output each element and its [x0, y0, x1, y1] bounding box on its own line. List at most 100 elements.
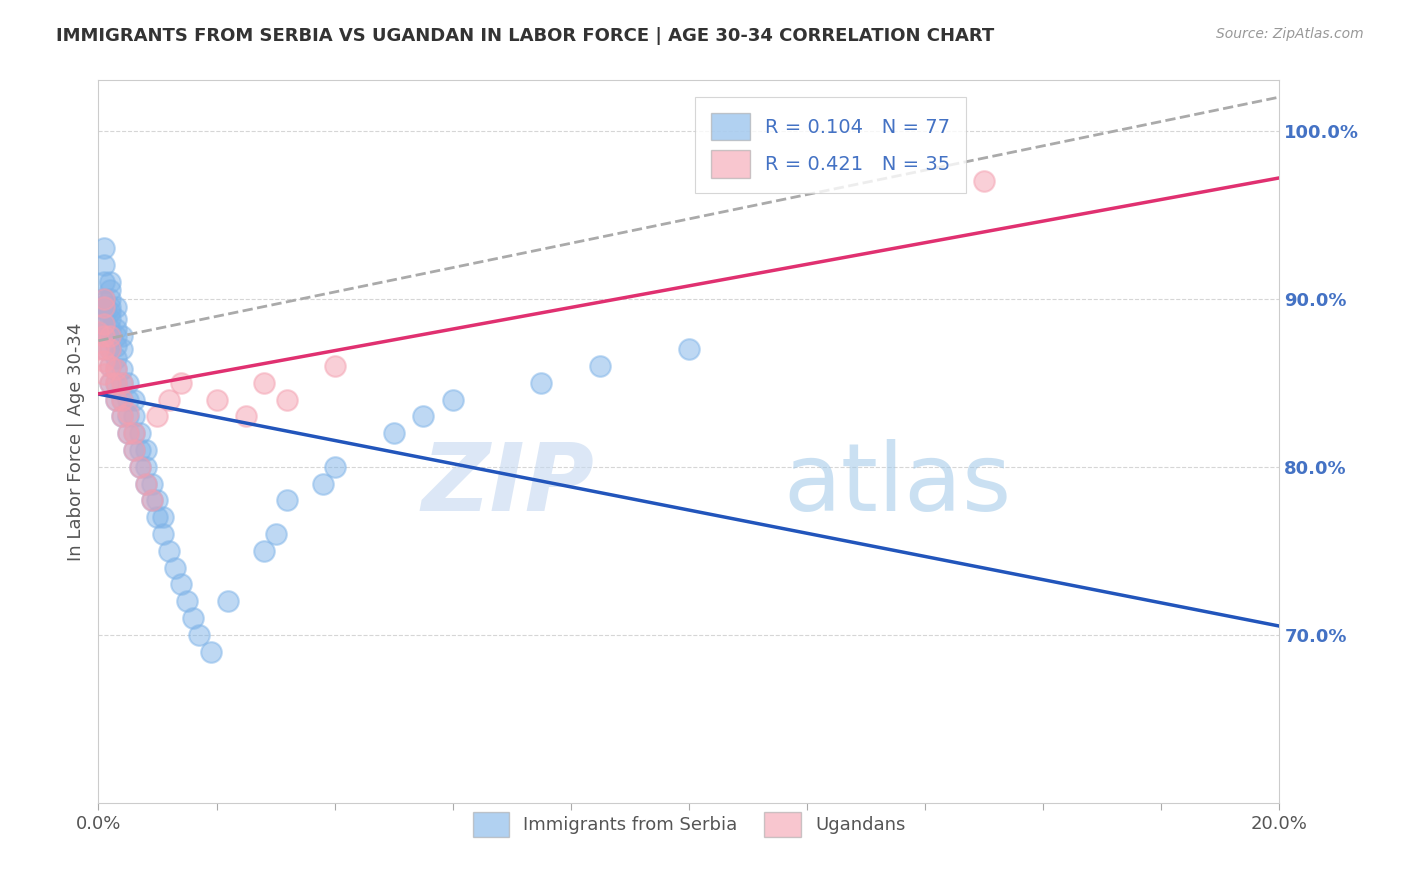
Point — [276, 392, 298, 407]
Point — [105, 376, 128, 390]
Point — [105, 339, 128, 353]
Point — [128, 426, 150, 441]
Legend: Immigrants from Serbia, Ugandans: Immigrants from Serbia, Ugandans — [465, 805, 912, 845]
Text: ZIP: ZIP — [422, 439, 595, 531]
Point — [276, 493, 298, 508]
Point — [200, 644, 222, 658]
Point — [117, 409, 139, 424]
Point — [93, 303, 115, 318]
Text: atlas: atlas — [783, 439, 1012, 531]
Point — [122, 426, 145, 441]
Point — [530, 376, 553, 390]
Point — [412, 409, 434, 424]
Point — [98, 376, 121, 390]
Point — [170, 376, 193, 390]
Point — [264, 527, 287, 541]
Point — [117, 376, 139, 390]
Point — [105, 362, 128, 376]
Point — [98, 342, 121, 356]
Point — [152, 510, 174, 524]
Point — [87, 326, 110, 340]
Point — [122, 392, 145, 407]
Point — [93, 326, 115, 340]
Point — [111, 392, 134, 407]
Point — [135, 442, 157, 457]
Point — [217, 594, 239, 608]
Point — [93, 368, 115, 382]
Point — [128, 459, 150, 474]
Point — [973, 174, 995, 188]
Point — [105, 311, 128, 326]
Point — [93, 342, 115, 356]
Point — [87, 326, 110, 340]
Point — [111, 409, 134, 424]
Point — [122, 426, 145, 441]
Point — [93, 275, 115, 289]
Point — [135, 459, 157, 474]
Point — [146, 409, 169, 424]
Point — [93, 292, 115, 306]
Point — [93, 300, 115, 314]
Point — [589, 359, 612, 373]
Point — [105, 351, 128, 365]
Point — [135, 476, 157, 491]
Point — [128, 442, 150, 457]
Point — [181, 611, 204, 625]
Point — [235, 409, 257, 424]
Point — [122, 442, 145, 457]
Point — [98, 283, 121, 297]
Point — [323, 459, 346, 474]
Point — [93, 295, 115, 310]
Point — [98, 342, 121, 356]
Point — [98, 376, 121, 390]
Point — [93, 311, 115, 326]
Point — [105, 392, 128, 407]
Point — [105, 300, 128, 314]
Point — [105, 322, 128, 336]
Point — [93, 292, 115, 306]
Point — [141, 493, 163, 508]
Point — [111, 362, 134, 376]
Point — [105, 362, 128, 376]
Point — [176, 594, 198, 608]
Point — [111, 342, 134, 356]
Point — [146, 510, 169, 524]
Point — [93, 241, 115, 255]
Point — [87, 342, 110, 356]
Point — [98, 305, 121, 319]
Point — [111, 392, 134, 407]
Point — [117, 426, 139, 441]
Point — [105, 328, 128, 343]
Point — [323, 359, 346, 373]
Point — [93, 317, 115, 331]
Point — [157, 392, 180, 407]
Point — [170, 577, 193, 591]
Point — [93, 328, 115, 343]
Point — [98, 322, 121, 336]
Point — [93, 300, 115, 314]
Point — [146, 493, 169, 508]
Point — [122, 442, 145, 457]
Point — [141, 493, 163, 508]
Point — [93, 342, 115, 356]
Point — [253, 543, 276, 558]
Point — [105, 392, 128, 407]
Point — [117, 406, 139, 420]
Point — [98, 359, 121, 373]
Point — [98, 328, 121, 343]
Point — [187, 628, 209, 642]
Point — [152, 527, 174, 541]
Text: Source: ZipAtlas.com: Source: ZipAtlas.com — [1216, 27, 1364, 41]
Point — [678, 342, 700, 356]
Point — [117, 392, 139, 407]
Point — [135, 476, 157, 491]
Point — [98, 328, 121, 343]
Point — [141, 476, 163, 491]
Point — [98, 311, 121, 326]
Point — [253, 376, 276, 390]
Point — [98, 275, 121, 289]
Point — [98, 300, 121, 314]
Point — [98, 292, 121, 306]
Point — [157, 543, 180, 558]
Point — [117, 426, 139, 441]
